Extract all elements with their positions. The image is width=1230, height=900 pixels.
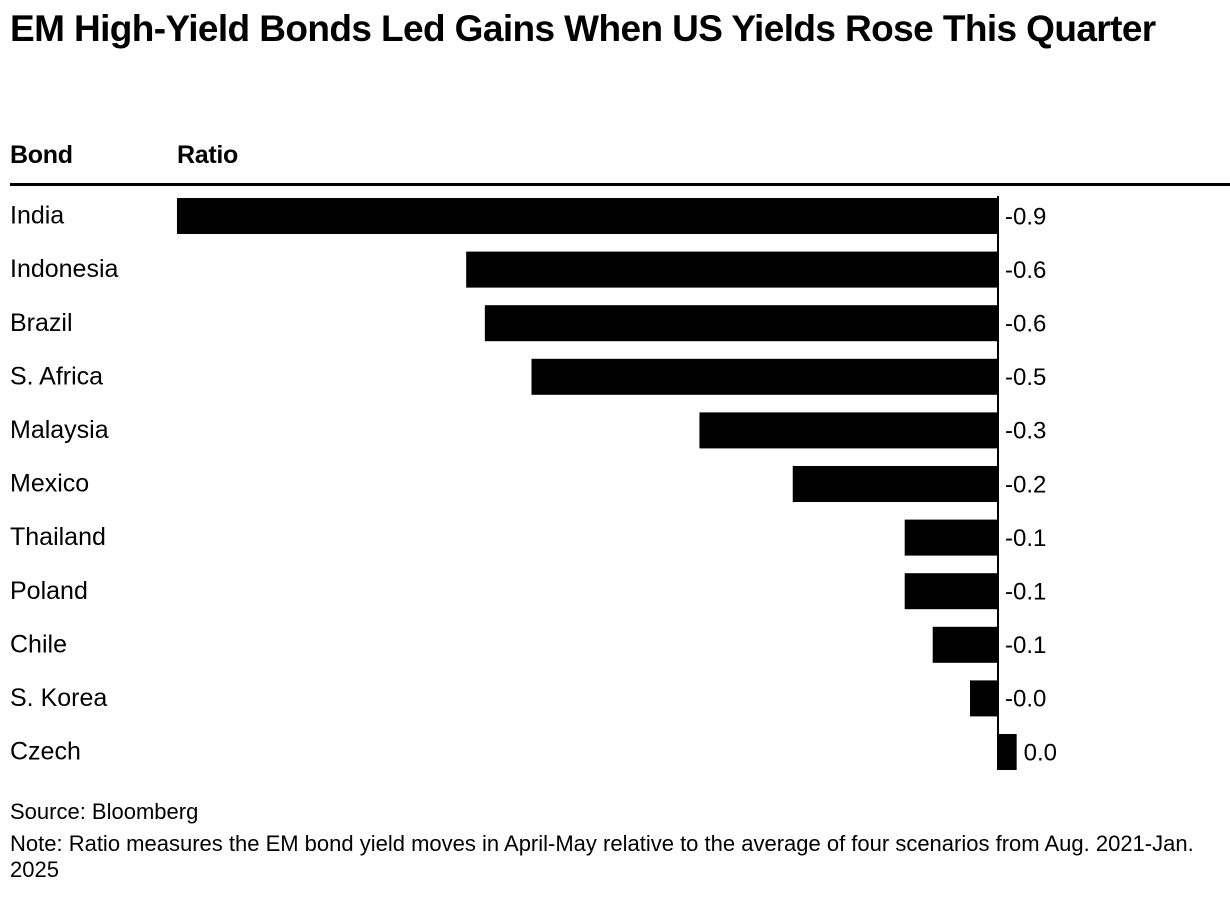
chart-title: EM High-Yield Bonds Led Gains When US Yi… bbox=[10, 8, 1156, 49]
footnote: Note: Ratio measures the EM bond yield m… bbox=[10, 831, 1194, 882]
category-label: S. Korea bbox=[10, 684, 107, 712]
value-label: -0.3 bbox=[1005, 418, 1046, 445]
value-label: -0.9 bbox=[1005, 203, 1046, 230]
value-label: -0.1 bbox=[1005, 632, 1046, 659]
value-label: -0.1 bbox=[1005, 525, 1046, 552]
bond-column-header: Bond bbox=[10, 141, 73, 169]
category-label: Thailand bbox=[10, 523, 106, 551]
category-label: Indonesia bbox=[10, 255, 119, 283]
bar bbox=[792, 466, 998, 502]
bar bbox=[970, 680, 998, 717]
category-label: Mexico bbox=[10, 470, 89, 498]
bar bbox=[904, 573, 998, 610]
bar-chart: India -0.9 Indonesia -0.6 Brazil -0.6 S. Afric… bbox=[10, 196, 1057, 770]
value-label: -0.6 bbox=[1005, 257, 1046, 284]
ratio-column-header: Ratio bbox=[177, 141, 239, 169]
value-label: -0.6 bbox=[1005, 311, 1046, 338]
bar bbox=[932, 626, 998, 663]
category-label: Czech bbox=[10, 738, 81, 766]
bar bbox=[904, 519, 998, 556]
bar bbox=[531, 358, 998, 395]
category-label: Malaysia bbox=[10, 416, 109, 444]
category-label: Chile bbox=[10, 630, 67, 658]
value-label: 0.0 bbox=[1024, 739, 1057, 766]
header-rule bbox=[10, 183, 1230, 186]
bar bbox=[176, 198, 998, 234]
value-label: -0.5 bbox=[1005, 364, 1046, 391]
category-label: S. Africa bbox=[10, 362, 103, 390]
bar bbox=[466, 251, 998, 288]
category-label: Brazil bbox=[10, 309, 73, 337]
value-label: -0.0 bbox=[1005, 686, 1046, 713]
bar bbox=[998, 734, 1017, 770]
value-label: -0.2 bbox=[1005, 471, 1046, 498]
source-note: Source: Bloomberg bbox=[10, 799, 199, 824]
value-label: -0.1 bbox=[1005, 579, 1046, 606]
category-label: India bbox=[10, 202, 64, 230]
bar bbox=[699, 412, 998, 449]
category-label: Poland bbox=[10, 577, 88, 605]
bar bbox=[484, 305, 999, 342]
